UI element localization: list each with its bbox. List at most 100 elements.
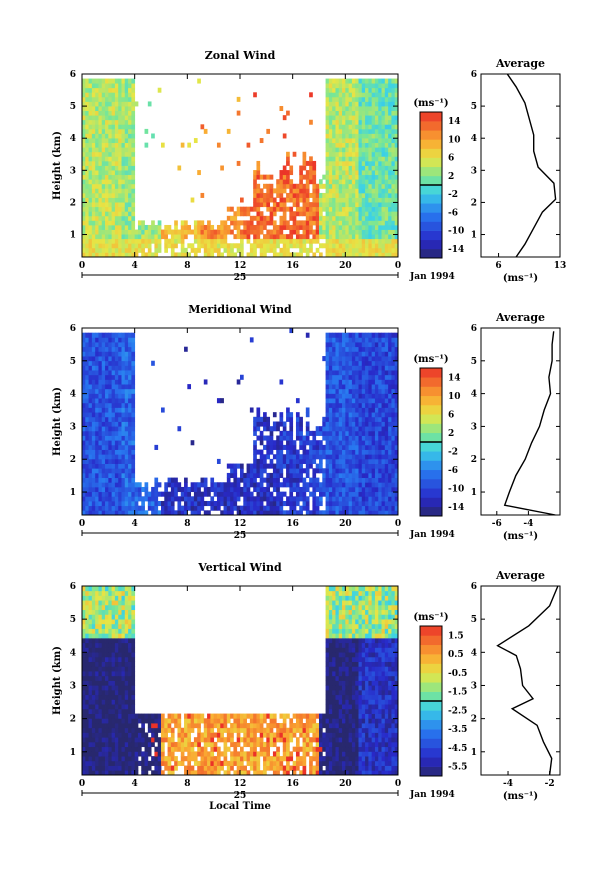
heatmap-cell (371, 202, 376, 208)
heatmap-cell (269, 477, 274, 483)
heatmap-cell (121, 472, 126, 479)
heatmap-cell (361, 188, 366, 194)
heatmap-cell (128, 170, 132, 176)
heatmap-cell (292, 505, 297, 511)
heatmap-cell (184, 234, 188, 240)
heatmap-cell (246, 238, 251, 244)
heatmap-cell (124, 110, 129, 116)
heatmap-cell (85, 110, 89, 116)
heatmap-cell (355, 407, 359, 413)
heatmap-cell (82, 737, 86, 743)
heatmap-cell (374, 119, 379, 125)
heatmap-cell (95, 124, 99, 130)
heatmap-cell (95, 435, 99, 441)
heatmap-cell (299, 421, 303, 427)
heatmap-cell (381, 197, 386, 203)
heatmap-cell (98, 206, 103, 212)
heatmap-cell (328, 234, 333, 240)
heatmap-cell (266, 202, 271, 208)
heatmap-cell (332, 156, 336, 162)
heatmap-cell (91, 337, 96, 343)
heatmap-cell (85, 234, 89, 240)
heatmap-cell (137, 247, 142, 253)
heatmap-cell (88, 151, 93, 157)
heatmap-cell (184, 229, 188, 235)
heatmap-cell (328, 374, 333, 380)
heatmap-cell (111, 252, 116, 258)
heatmap-cell (325, 370, 330, 376)
heatmap-cell (338, 220, 343, 226)
heatmap-cell (272, 224, 277, 230)
heatmap-cell (391, 165, 396, 171)
heatmap-cell (348, 351, 353, 357)
heatmap-cell (381, 206, 386, 212)
heatmap-cell (374, 384, 379, 390)
heatmap-cell (118, 604, 122, 611)
heatmap-cell (85, 699, 89, 705)
heatmap-cell (315, 440, 320, 446)
heatmap-cell (335, 202, 340, 208)
heatmap-cell (358, 188, 363, 194)
heatmap-cell (348, 346, 353, 352)
heatmap-cell (207, 238, 211, 244)
heatmap-cell (118, 600, 122, 606)
heatmap-cell (299, 477, 303, 483)
heatmap-cell (144, 496, 149, 502)
heatmap-cell (240, 211, 244, 217)
heatmap-cell (378, 482, 382, 488)
heatmap-cell (342, 351, 346, 357)
heatmap-cell (355, 486, 359, 493)
heatmap-cell (118, 505, 122, 511)
heatmap-cell (85, 124, 89, 130)
heatmap-cell (105, 416, 109, 422)
profile-x-tick-label: 6 (495, 261, 501, 271)
heatmap-cell (394, 101, 399, 107)
heatmap-cell (170, 243, 175, 249)
heatmap-cell (381, 500, 386, 507)
heatmap-cell (121, 87, 126, 93)
heatmap-cell (91, 370, 96, 376)
heatmap-cell (345, 243, 350, 249)
heatmap-cell (95, 220, 99, 226)
heatmap-cell (101, 699, 106, 705)
heatmap-cell (124, 388, 129, 394)
heatmap-cell (355, 421, 359, 427)
heatmap-cell (394, 440, 399, 446)
heatmap-cell (88, 156, 93, 162)
heatmap-cell (368, 174, 373, 180)
heatmap-cell (368, 133, 373, 139)
heatmap-cell (82, 206, 86, 212)
heatmap-cell (266, 416, 271, 422)
heatmap-cell (98, 491, 103, 497)
heatmap-cell (332, 197, 336, 203)
heatmap-cell (118, 699, 122, 705)
heatmap-cell (358, 192, 363, 198)
heatmap-cell (124, 133, 129, 139)
heatmap-cell (332, 468, 336, 474)
heatmap-cell (368, 83, 373, 89)
heatmap-cell (131, 115, 136, 121)
heatmap-cell (128, 416, 132, 422)
heatmap-cell (315, 468, 320, 474)
heatmap-cell (88, 510, 93, 516)
heatmap-cell (328, 342, 333, 348)
heatmap-cell (332, 486, 336, 493)
heatmap-cell (105, 188, 109, 194)
heatmap-cell (121, 500, 126, 507)
heatmap-cell (335, 440, 340, 446)
heatmap-cell (384, 247, 389, 253)
heatmap-cell (355, 238, 359, 244)
heatmap-cell (91, 360, 96, 366)
heatmap-cell (233, 234, 238, 240)
heatmap-cell (378, 142, 382, 148)
heatmap-cell (355, 202, 359, 208)
heatmap-cell (332, 510, 336, 516)
heatmap-cell (128, 741, 132, 748)
heatmap-cell (289, 197, 294, 203)
heatmap-cell (381, 234, 386, 240)
heatmap-cell (381, 454, 386, 460)
heatmap-cell (358, 170, 363, 176)
heatmap-cell (111, 600, 116, 606)
heatmap-cell (378, 412, 382, 418)
